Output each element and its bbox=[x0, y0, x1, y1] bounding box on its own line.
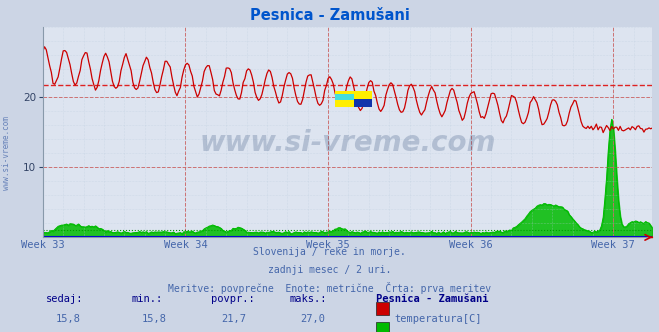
Text: Week 36: Week 36 bbox=[449, 240, 492, 250]
Text: Pesnica - Zamušani: Pesnica - Zamušani bbox=[250, 8, 409, 23]
Text: povpr.:: povpr.: bbox=[211, 294, 254, 304]
FancyBboxPatch shape bbox=[335, 92, 372, 107]
Text: www.si-vreme.com: www.si-vreme.com bbox=[2, 116, 11, 190]
Text: 27,0: 27,0 bbox=[300, 314, 325, 324]
Text: zadnji mesec / 2 uri.: zadnji mesec / 2 uri. bbox=[268, 265, 391, 275]
Text: 15,8: 15,8 bbox=[56, 314, 81, 324]
Text: Week 33: Week 33 bbox=[21, 240, 65, 250]
Text: Meritve: povprečne  Enote: metrične  Črta: prva meritev: Meritve: povprečne Enote: metrične Črta:… bbox=[168, 282, 491, 294]
Text: Week 34: Week 34 bbox=[163, 240, 208, 250]
Text: www.si-vreme.com: www.si-vreme.com bbox=[200, 128, 496, 156]
Text: Pesnica - Zamušani: Pesnica - Zamušani bbox=[376, 294, 488, 304]
Text: maks.:: maks.: bbox=[290, 294, 328, 304]
FancyBboxPatch shape bbox=[335, 94, 354, 100]
Text: Slovenija / reke in morje.: Slovenija / reke in morje. bbox=[253, 247, 406, 257]
Text: min.:: min.: bbox=[132, 294, 163, 304]
Text: sedaj:: sedaj: bbox=[46, 294, 84, 304]
Text: 15,8: 15,8 bbox=[142, 314, 167, 324]
Text: temperatura[C]: temperatura[C] bbox=[394, 314, 482, 324]
Text: Week 37: Week 37 bbox=[592, 240, 635, 250]
FancyBboxPatch shape bbox=[354, 99, 372, 107]
Text: Week 35: Week 35 bbox=[306, 240, 350, 250]
Text: 21,7: 21,7 bbox=[221, 314, 246, 324]
